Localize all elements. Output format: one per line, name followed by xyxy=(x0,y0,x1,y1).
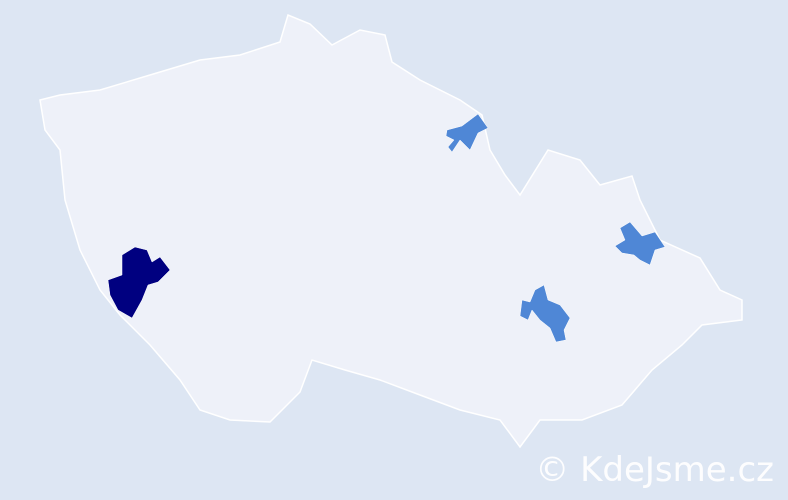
country-outline xyxy=(39,13,743,449)
region-medium-east[interactable] xyxy=(614,221,666,266)
region-dark[interactable] xyxy=(107,246,171,319)
watermark: © KdeJsme.cz xyxy=(535,450,774,490)
region-medium-south[interactable] xyxy=(519,284,571,343)
region-medium-north[interactable] xyxy=(445,113,489,153)
